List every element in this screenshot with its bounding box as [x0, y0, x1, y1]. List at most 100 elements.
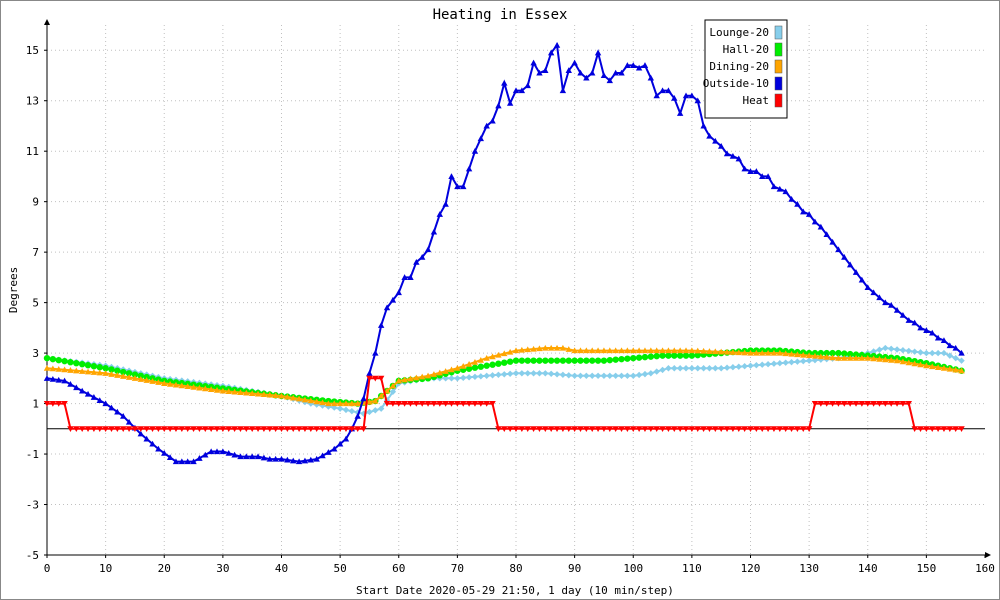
- data-point-hall-20: [635, 354, 643, 361]
- data-point-heat: [413, 401, 420, 407]
- data-point-heat: [929, 426, 936, 433]
- data-point-heat: [594, 426, 602, 433]
- data-point-heat: [688, 426, 696, 433]
- data-point-hall-20: [653, 352, 660, 360]
- data-point-dining-20: [331, 400, 338, 407]
- data-point-dining-20: [624, 347, 631, 354]
- data-point-dining-20: [653, 347, 660, 354]
- data-point-heat: [84, 426, 92, 433]
- data-point-dining-20: [577, 347, 584, 354]
- series-group: [43, 41, 965, 465]
- data-point-hall-20: [90, 363, 98, 370]
- data-point-hall-20: [108, 366, 115, 373]
- data-point-outside-10: [565, 67, 572, 73]
- data-point-hall-20: [688, 352, 696, 359]
- data-point-heat: [125, 426, 133, 433]
- y-tick-label: 1: [32, 398, 39, 411]
- data-point-hall-20: [506, 358, 514, 365]
- data-point-outside-10: [882, 299, 889, 306]
- data-point-heat: [196, 426, 203, 433]
- data-point-outside-10: [237, 453, 244, 460]
- series-dining-20: [43, 344, 965, 407]
- data-point-heat: [301, 426, 309, 433]
- data-point-outside-10: [940, 337, 948, 344]
- data-point-lounge-20: [805, 357, 813, 364]
- data-point-dining-20: [325, 400, 332, 407]
- data-point-lounge-20: [559, 371, 567, 378]
- data-point-outside-10: [635, 64, 643, 71]
- data-point-dining-20: [512, 347, 520, 354]
- data-point-outside-10: [952, 344, 959, 351]
- data-point-outside-10: [870, 289, 877, 296]
- data-point-hall-20: [641, 353, 649, 361]
- data-point-outside-10: [864, 284, 871, 291]
- series-line-outside-10: [46, 42, 963, 463]
- data-point-lounge-20: [811, 356, 819, 364]
- data-point-outside-10: [934, 334, 942, 341]
- data-point-heat: [506, 426, 514, 433]
- legend-swatch-lounge-20: [774, 25, 783, 40]
- data-point-lounge-20: [366, 408, 373, 416]
- data-point-lounge-20: [753, 362, 760, 369]
- data-point-outside-10: [243, 453, 250, 460]
- data-point-dining-20: [735, 349, 742, 356]
- data-point-dining-20: [395, 377, 402, 384]
- data-point-heat: [911, 426, 918, 433]
- data-point-outside-10: [876, 294, 883, 301]
- data-point-outside-10: [776, 185, 784, 192]
- data-point-heat: [331, 426, 338, 433]
- data-point-lounge-20: [764, 361, 772, 368]
- data-point-heat: [419, 401, 426, 407]
- data-point-outside-10: [78, 387, 86, 394]
- data-point-outside-10: [190, 458, 197, 465]
- data-point-heat: [295, 426, 303, 433]
- data-point-dining-20: [852, 354, 860, 361]
- data-point-dining-20: [905, 359, 912, 366]
- data-point-outside-10: [682, 92, 690, 99]
- data-point-outside-10: [73, 384, 80, 391]
- data-point-outside-10: [336, 440, 344, 447]
- data-point-outside-10: [852, 269, 860, 275]
- data-point-heat: [583, 426, 590, 433]
- data-point-outside-10: [155, 445, 162, 452]
- data-point-outside-10: [530, 59, 537, 66]
- data-point-heat: [360, 426, 367, 433]
- x-tick-label: 20: [158, 562, 171, 575]
- data-point-heat: [717, 426, 725, 433]
- data-point-outside-10: [149, 440, 156, 447]
- data-point-heat: [325, 426, 332, 433]
- data-point-outside-10: [419, 253, 426, 260]
- data-point-lounge-20: [653, 368, 660, 375]
- data-point-hall-20: [647, 353, 655, 360]
- data-point-lounge-20: [723, 364, 731, 371]
- data-point-dining-20: [436, 369, 443, 376]
- data-point-lounge-20: [706, 365, 713, 372]
- data-point-dining-20: [407, 375, 414, 382]
- data-point-hall-20: [102, 365, 109, 372]
- data-point-outside-10: [542, 67, 549, 73]
- data-point-outside-10: [207, 448, 215, 455]
- data-point-hall-20: [618, 355, 625, 363]
- data-point-outside-10: [841, 253, 848, 260]
- data-point-outside-10: [372, 349, 379, 356]
- data-point-dining-20: [518, 346, 526, 353]
- data-point-outside-10: [495, 102, 502, 109]
- data-point-heat: [108, 426, 115, 433]
- data-point-dining-20: [178, 382, 186, 389]
- data-point-hall-20: [659, 352, 666, 359]
- data-point-dining-20: [589, 347, 596, 354]
- data-point-dining-20: [899, 358, 907, 365]
- data-point-lounge-20: [788, 358, 795, 366]
- data-point-outside-10: [166, 454, 174, 460]
- data-point-outside-10: [688, 92, 696, 99]
- data-point-dining-20: [401, 376, 408, 383]
- data-point-hall-20: [114, 367, 121, 374]
- data-point-outside-10: [706, 132, 713, 139]
- data-point-outside-10: [360, 395, 367, 402]
- data-point-lounge-20: [536, 370, 543, 377]
- data-point-heat: [465, 401, 473, 407]
- data-point-hall-20: [536, 357, 543, 364]
- data-point-lounge-20: [489, 372, 496, 379]
- data-point-heat: [178, 426, 186, 433]
- data-point-heat: [870, 401, 877, 407]
